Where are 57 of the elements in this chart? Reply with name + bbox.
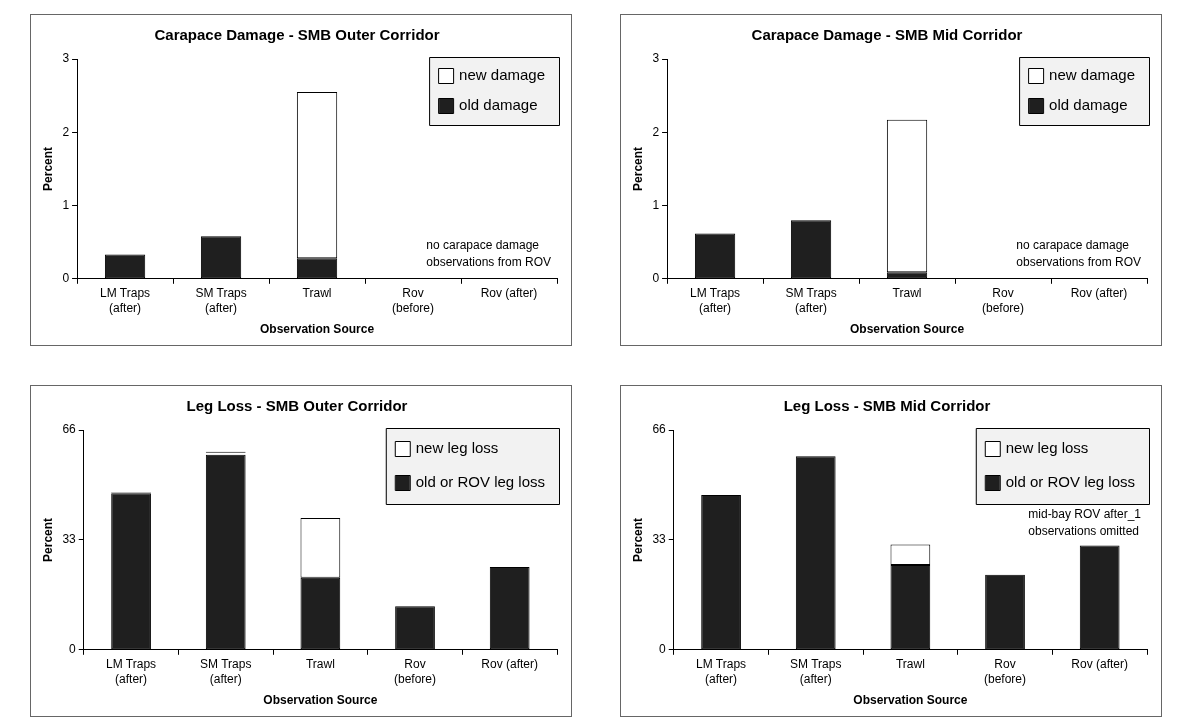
- y-tick-label: 2: [652, 124, 660, 139]
- y-tick-label: 33: [652, 532, 667, 547]
- x-tick-label: Rov (before): [984, 657, 1027, 686]
- x-axis-title: Observation Source: [260, 322, 375, 337]
- legend-label: old damage: [459, 96, 538, 114]
- x-tick-label: LM Traps (after): [696, 657, 747, 686]
- y-tick-label: 66: [652, 422, 667, 437]
- x-tick-label: Trawl: [892, 286, 922, 301]
- y-tick-label: 1: [62, 197, 70, 212]
- x-tick-label: LM Traps (after): [690, 286, 741, 315]
- annotation: no carapace damage observations from ROV: [1016, 237, 1142, 269]
- x-axis-title: Observation Source: [850, 322, 965, 337]
- chart-title: Leg Loss - SMB Mid Corridor: [783, 397, 991, 415]
- y-axis-title: Percent: [40, 517, 55, 562]
- x-tick-label: Rov (after): [1070, 286, 1128, 301]
- y-tick-label: 33: [62, 532, 77, 547]
- legend-label: new damage: [459, 66, 546, 84]
- x-tick-label: Rov (after): [480, 286, 538, 301]
- y-axis-title: Percent: [40, 146, 55, 191]
- chart-title: Carapace Damage - SMB Mid Corridor: [751, 26, 1023, 44]
- legend-label: new damage: [1049, 66, 1136, 84]
- x-tick-label: Rov (before): [982, 286, 1025, 315]
- x-tick-label: SM Traps (after): [200, 657, 252, 686]
- x-tick-label: Trawl: [895, 657, 925, 672]
- chart-title: Leg Loss - SMB Outer Corridor: [186, 397, 408, 415]
- y-tick-label: 0: [62, 271, 70, 286]
- x-tick-label: SM Traps (after): [195, 286, 247, 315]
- x-tick-label: Rov (before): [392, 286, 435, 315]
- legend-label: old or ROV leg loss: [415, 473, 546, 491]
- y-tick-label: 2: [62, 124, 70, 139]
- y-axis-title: Percent: [630, 146, 645, 191]
- legend-label: new leg loss: [1005, 439, 1089, 457]
- y-tick-label: 3: [62, 51, 70, 66]
- x-tick-label: LM Traps (after): [106, 657, 157, 686]
- y-tick-label: 3: [652, 51, 660, 66]
- legend-label: old damage: [1049, 96, 1128, 114]
- x-tick-label: Rov (after): [481, 657, 539, 672]
- legend-label: old or ROV leg loss: [1005, 473, 1136, 491]
- y-tick-label: 0: [69, 642, 77, 657]
- y-tick-label: 66: [62, 422, 77, 437]
- x-axis-title: Observation Source: [853, 693, 968, 708]
- x-tick-label: SM Traps (after): [785, 286, 837, 315]
- x-tick-label: SM Traps (after): [790, 657, 842, 686]
- chart-title: Carapace Damage - SMB Outer Corridor: [154, 26, 440, 44]
- x-tick-label: LM Traps (after): [100, 286, 151, 315]
- y-tick-label: 0: [652, 271, 660, 286]
- legend-label: new leg loss: [415, 439, 499, 457]
- y-tick-label: 0: [659, 642, 667, 657]
- x-tick-label: Rov (before): [394, 657, 437, 686]
- y-axis-title: Percent: [630, 517, 645, 562]
- annotation: no carapace damage observations from ROV: [426, 237, 552, 269]
- x-axis-title: Observation Source: [263, 693, 378, 708]
- annotation: mid-bay ROV after_1 observations omitted: [1028, 507, 1142, 538]
- x-tick-label: Trawl: [302, 286, 332, 301]
- x-tick-label: Rov (after): [1071, 657, 1129, 672]
- y-tick-label: 1: [652, 197, 660, 212]
- x-tick-label: Trawl: [305, 657, 335, 672]
